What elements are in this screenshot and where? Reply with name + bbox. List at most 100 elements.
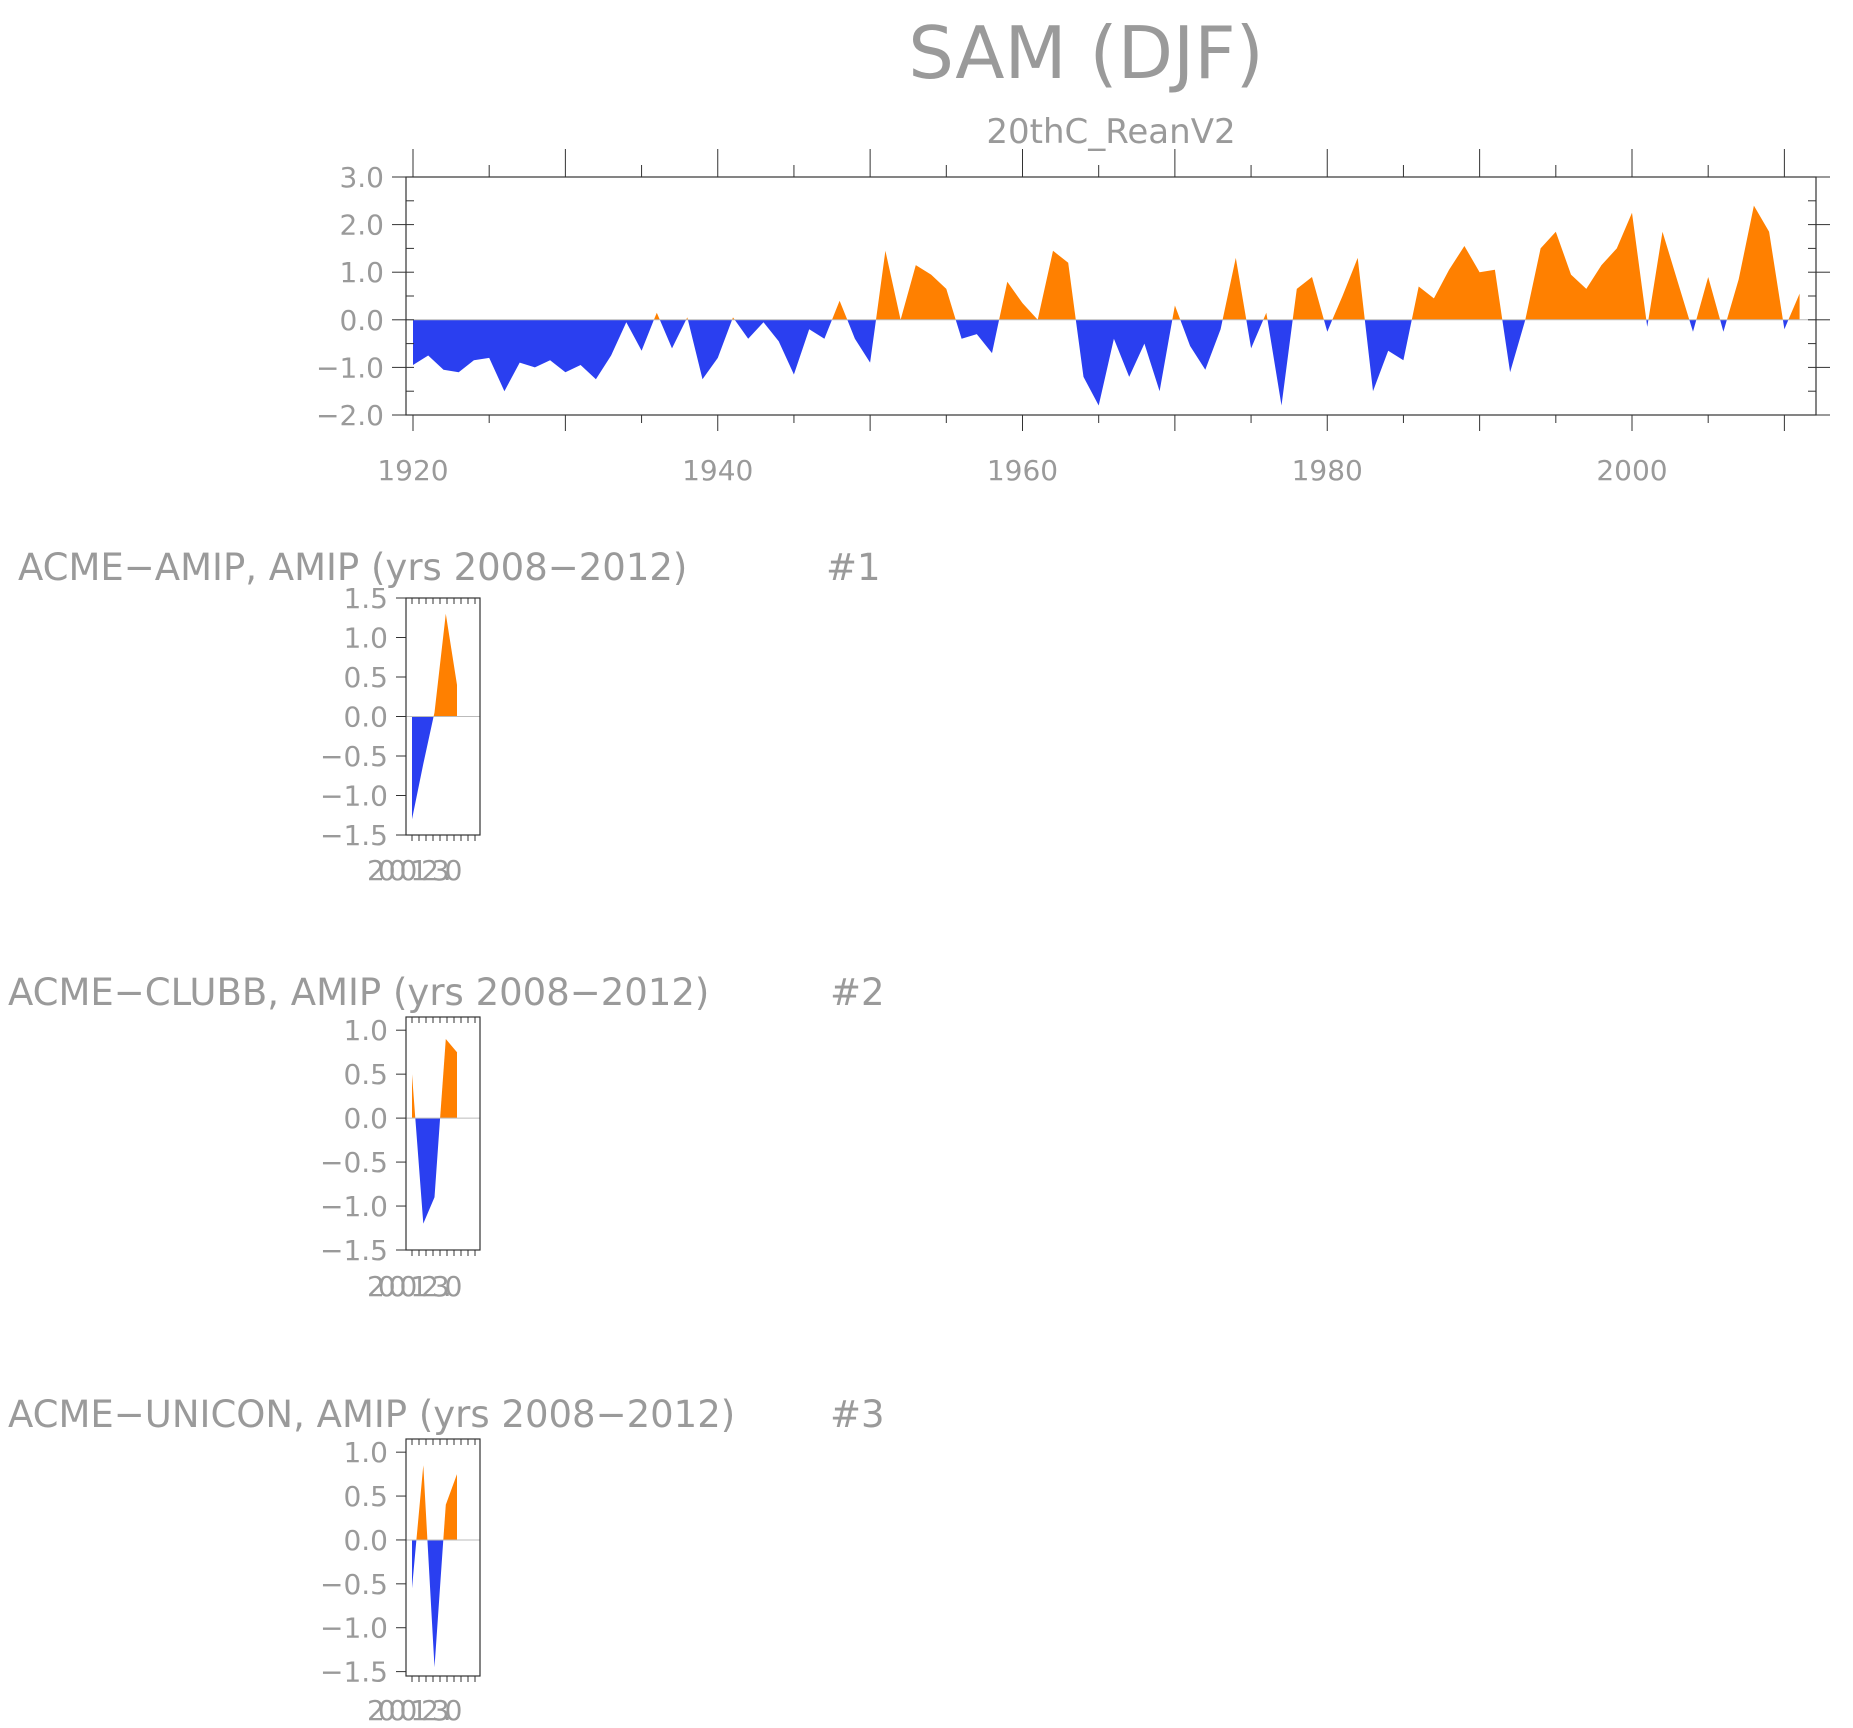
panel-title: ACME−UNICON, AMIP (yrs 2008−2012) bbox=[8, 1393, 735, 1436]
panel-subtitle: 20thC_ReanV2 bbox=[986, 112, 1235, 152]
negative-area-0-14 bbox=[1180, 319, 1223, 370]
negative-area-0-28 bbox=[1689, 319, 1697, 332]
y-axis: 1.0 0.5 0.0 −0.5 −1.0 −1.5 bbox=[320, 1014, 406, 1267]
x-tick-label: 2000 bbox=[1596, 454, 1667, 487]
negative-area-0-22 bbox=[1364, 319, 1412, 392]
y-axis: 3.0 2.0 1.0 0.0 −1.0 −2.0 bbox=[316, 161, 1830, 432]
x-tick-label: 1940 bbox=[682, 454, 753, 487]
y-tick-label: −1.5 bbox=[320, 1656, 388, 1689]
figure-title: SAM (DJF) bbox=[908, 11, 1264, 95]
negative-area-1-0 bbox=[412, 716, 434, 820]
negative-area-0-2 bbox=[659, 319, 687, 349]
plot-frame bbox=[405, 597, 481, 836]
positive-area-0-17 bbox=[1263, 312, 1268, 320]
y-axis: 1.0 0.5 0.0 −0.5 −1.0 −1.5 bbox=[320, 1436, 406, 1689]
x-tick-label: 1980 bbox=[1292, 454, 1363, 487]
positive-area-0-15 bbox=[1222, 257, 1247, 320]
y-tick-label: −1.0 bbox=[320, 1190, 388, 1223]
y-tick-label: 0.0 bbox=[339, 304, 384, 337]
y-tick-label: 1.0 bbox=[343, 1014, 388, 1047]
positive-area-0-1 bbox=[653, 312, 660, 320]
x-tick-label: 1960 bbox=[987, 454, 1058, 487]
y-tick-label: 2.0 bbox=[339, 209, 384, 242]
y-tick-label: 3.0 bbox=[339, 161, 384, 194]
area-marks bbox=[406, 1039, 480, 1224]
y-tick-label: −0.5 bbox=[320, 740, 388, 773]
negative-area-0-24 bbox=[1502, 319, 1526, 373]
x-tick-label: 1920 bbox=[377, 454, 448, 487]
y-tick-label: 1.0 bbox=[339, 256, 384, 289]
y-tick-label: 1.0 bbox=[343, 622, 388, 655]
positive-area-0-9 bbox=[875, 250, 956, 320]
y-tick-label: 0.0 bbox=[343, 1102, 388, 1135]
panel-20thc-reanv2: 20thC_ReanV2 3.02.01.00.0−1.0−2.0 1920 19… bbox=[316, 112, 1830, 487]
y-tick-label: 0.5 bbox=[343, 1480, 388, 1513]
negative-area-0-20 bbox=[1323, 319, 1333, 332]
negative-area-0-8 bbox=[847, 319, 876, 363]
area-marks bbox=[406, 613, 480, 820]
panel-title: ACME−CLUBB, AMIP (yrs 2008−2012) bbox=[8, 971, 709, 1014]
positive-area-0-11 bbox=[999, 250, 1076, 320]
y-tick-label: 1.5 bbox=[343, 582, 388, 615]
positive-area-0-31 bbox=[1726, 205, 1783, 320]
y-tick-label: 0.5 bbox=[343, 661, 388, 694]
negative-area-3-0 bbox=[412, 1539, 417, 1589]
y-tick-label: 0.0 bbox=[343, 701, 388, 734]
positive-area-3-3 bbox=[443, 1474, 457, 1540]
positive-area-0-21 bbox=[1332, 257, 1365, 320]
panel-title: ACME−AMIP, AMIP (yrs 2008−2012) bbox=[18, 546, 687, 589]
negative-area-0-0 bbox=[413, 319, 654, 392]
positive-area-0-3 bbox=[686, 317, 688, 320]
positive-area-0-33 bbox=[1788, 293, 1800, 320]
positive-area-0-13 bbox=[1172, 305, 1181, 320]
y-tick-label: −1.0 bbox=[320, 780, 388, 813]
y-axis: 1.5 1.0 0.5 0.0 −0.5 −1.0 −1.5 bbox=[320, 582, 406, 852]
panel-number: #2 bbox=[830, 971, 885, 1014]
negative-area-0-16 bbox=[1246, 319, 1264, 349]
negative-area-0-26 bbox=[1646, 319, 1649, 327]
positive-area-0-19 bbox=[1292, 277, 1324, 320]
panel-number: #3 bbox=[830, 1393, 885, 1436]
positive-area-0-5 bbox=[732, 317, 735, 320]
y-tick-label: −1.0 bbox=[320, 1612, 388, 1645]
negative-area-0-4 bbox=[687, 319, 733, 380]
x-tick-label: 2000123.0 bbox=[367, 1694, 461, 1727]
area-marks bbox=[406, 1465, 480, 1668]
negative-area-0-18 bbox=[1267, 319, 1293, 406]
x-axis bbox=[411, 598, 476, 841]
y-tick-label: −0.5 bbox=[320, 1146, 388, 1179]
area-marks bbox=[406, 205, 1816, 406]
x-tick-label: 2000123.0 bbox=[367, 1270, 461, 1303]
positive-area-2-0 bbox=[412, 1074, 416, 1119]
negative-area-0-30 bbox=[1720, 319, 1727, 332]
y-tick-label: 0.0 bbox=[343, 1524, 388, 1557]
positive-area-0-27 bbox=[1648, 231, 1690, 320]
positive-area-0-29 bbox=[1696, 277, 1721, 320]
positive-area-1-1 bbox=[433, 613, 457, 717]
positive-area-0-25 bbox=[1525, 212, 1647, 320]
positive-area-0-7 bbox=[832, 300, 848, 320]
panel-acme-unicon: ACME−UNICON, AMIP (yrs 2008−2012) #3 1.0… bbox=[8, 1393, 885, 1727]
negative-area-0-6 bbox=[734, 319, 833, 375]
y-tick-label: −0.5 bbox=[320, 1568, 388, 1601]
negative-area-3-2 bbox=[427, 1539, 444, 1668]
x-axis bbox=[411, 1439, 476, 1682]
y-tick-label: −1.5 bbox=[320, 819, 388, 852]
y-tick-label: 0.5 bbox=[343, 1058, 388, 1091]
plot-frame bbox=[405, 176, 1817, 416]
x-axis bbox=[411, 1017, 476, 1256]
positive-area-2-2 bbox=[440, 1039, 457, 1119]
y-tick-label: −1.0 bbox=[316, 351, 384, 384]
y-tick-label: −1.5 bbox=[320, 1234, 388, 1267]
positive-area-0-23 bbox=[1411, 246, 1503, 320]
panel-number: #1 bbox=[826, 546, 881, 589]
negative-area-0-32 bbox=[1782, 319, 1789, 330]
negative-area-0-12 bbox=[1075, 319, 1173, 406]
y-tick-label: −2.0 bbox=[316, 399, 384, 432]
negative-area-0-10 bbox=[955, 319, 1000, 354]
plot-frame bbox=[405, 1016, 481, 1251]
x-axis: 1920 1940 1960 1980 2000 bbox=[377, 149, 1785, 487]
positive-area-3-1 bbox=[416, 1465, 428, 1540]
panel-acme-clubb: ACME−CLUBB, AMIP (yrs 2008−2012) #2 1.0 0… bbox=[8, 971, 885, 1303]
